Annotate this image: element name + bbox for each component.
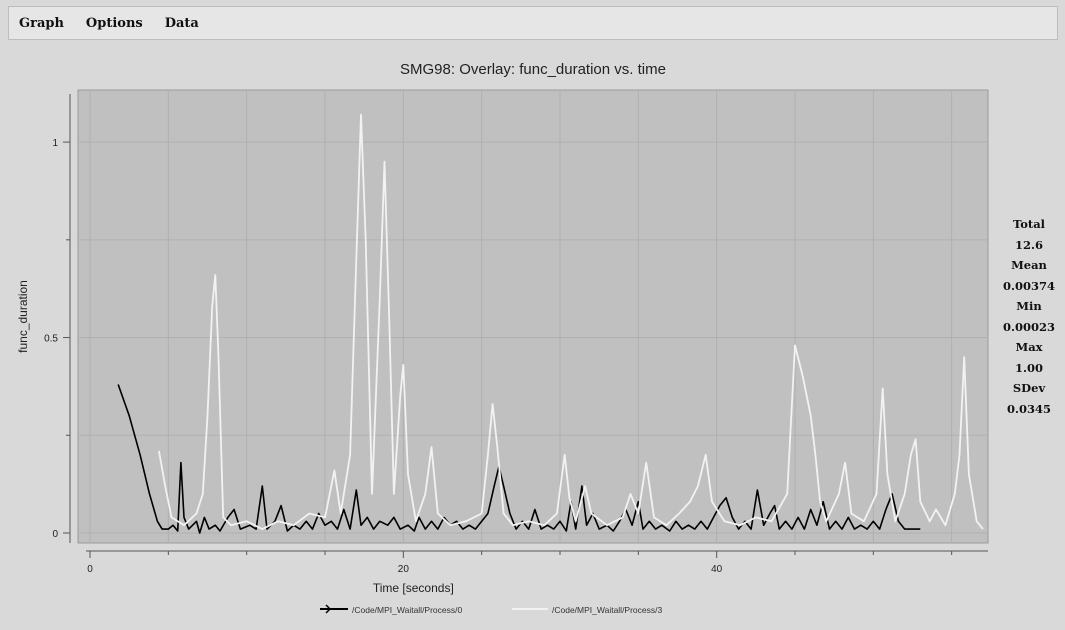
legend-label-0: /Code/MPI_Waitall/Process/0 [352,605,462,615]
series-line-process-0 [117,384,921,534]
series-line-process-3 [158,113,984,530]
x-axis-label: Time [seconds] [373,581,454,595]
stat-total-label: Total [1012,217,1046,231]
stats-panel: Total 12.6 Mean 0.00374 Min 0.00023 Max … [996,214,1062,419]
menu-options[interactable]: Options [85,15,143,31]
x-tick-label: 0 [87,564,93,575]
menu-data[interactable]: Data [164,15,199,31]
legend-marker-0 [325,604,332,614]
gridlines [78,90,988,543]
stat-mean-label: Mean [1011,258,1047,272]
menu-bar: Graph Options Data [8,6,1058,40]
x-tick-label: 20 [398,564,410,575]
stat-sdev-value: 0.0345 [1006,401,1051,416]
y-axis-label: func_duration [16,280,30,353]
stat-max-label: Max [1015,340,1043,354]
stat-min-value: 0.00023 [1002,319,1055,334]
stat-mean-value: 0.00374 [1002,278,1055,293]
stat-sdev-label: SDev [1012,381,1046,395]
menu-graph[interactable]: Graph [19,15,64,31]
legend-label-1: /Code/MPI_Waitall/Process/3 [552,605,662,615]
y-tick-label: 0 [52,529,58,540]
y-tick-label: 1 [52,138,58,149]
x-tick-label: 40 [711,564,723,575]
chart-title: SMG98: Overlay: func_duration vs. time [400,61,666,78]
y-tick-label: 0.5 [44,334,58,345]
stat-max-value: 1.00 [1014,360,1043,375]
plot-area [77,89,989,544]
stat-min-label: Min [1016,299,1042,313]
stat-total-value: 12.6 [1014,237,1043,252]
